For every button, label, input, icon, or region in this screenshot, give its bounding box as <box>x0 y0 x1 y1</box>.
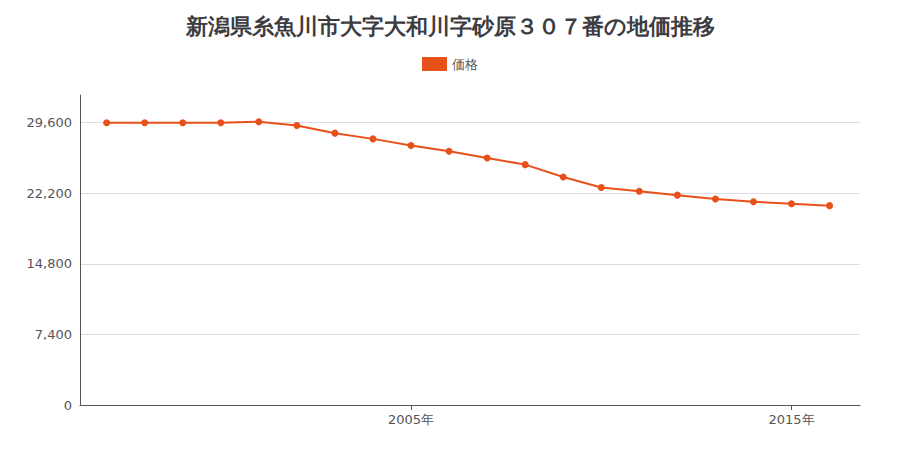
svg-text:14,800: 14,800 <box>27 256 73 271</box>
svg-text:2015年: 2015年 <box>768 412 814 427</box>
svg-text:価格: 価格 <box>452 57 478 72</box>
svg-text:22,200: 22,200 <box>27 186 73 201</box>
svg-text:0: 0 <box>64 398 72 413</box>
svg-text:2005年: 2005年 <box>388 412 434 427</box>
svg-text:29,600: 29,600 <box>27 115 73 130</box>
svg-text:7,400: 7,400 <box>35 327 72 342</box>
svg-text:新潟県糸魚川市大字大和川字砂原３０７番の地価推移: 新潟県糸魚川市大字大和川字砂原３０７番の地価推移 <box>185 14 715 39</box>
